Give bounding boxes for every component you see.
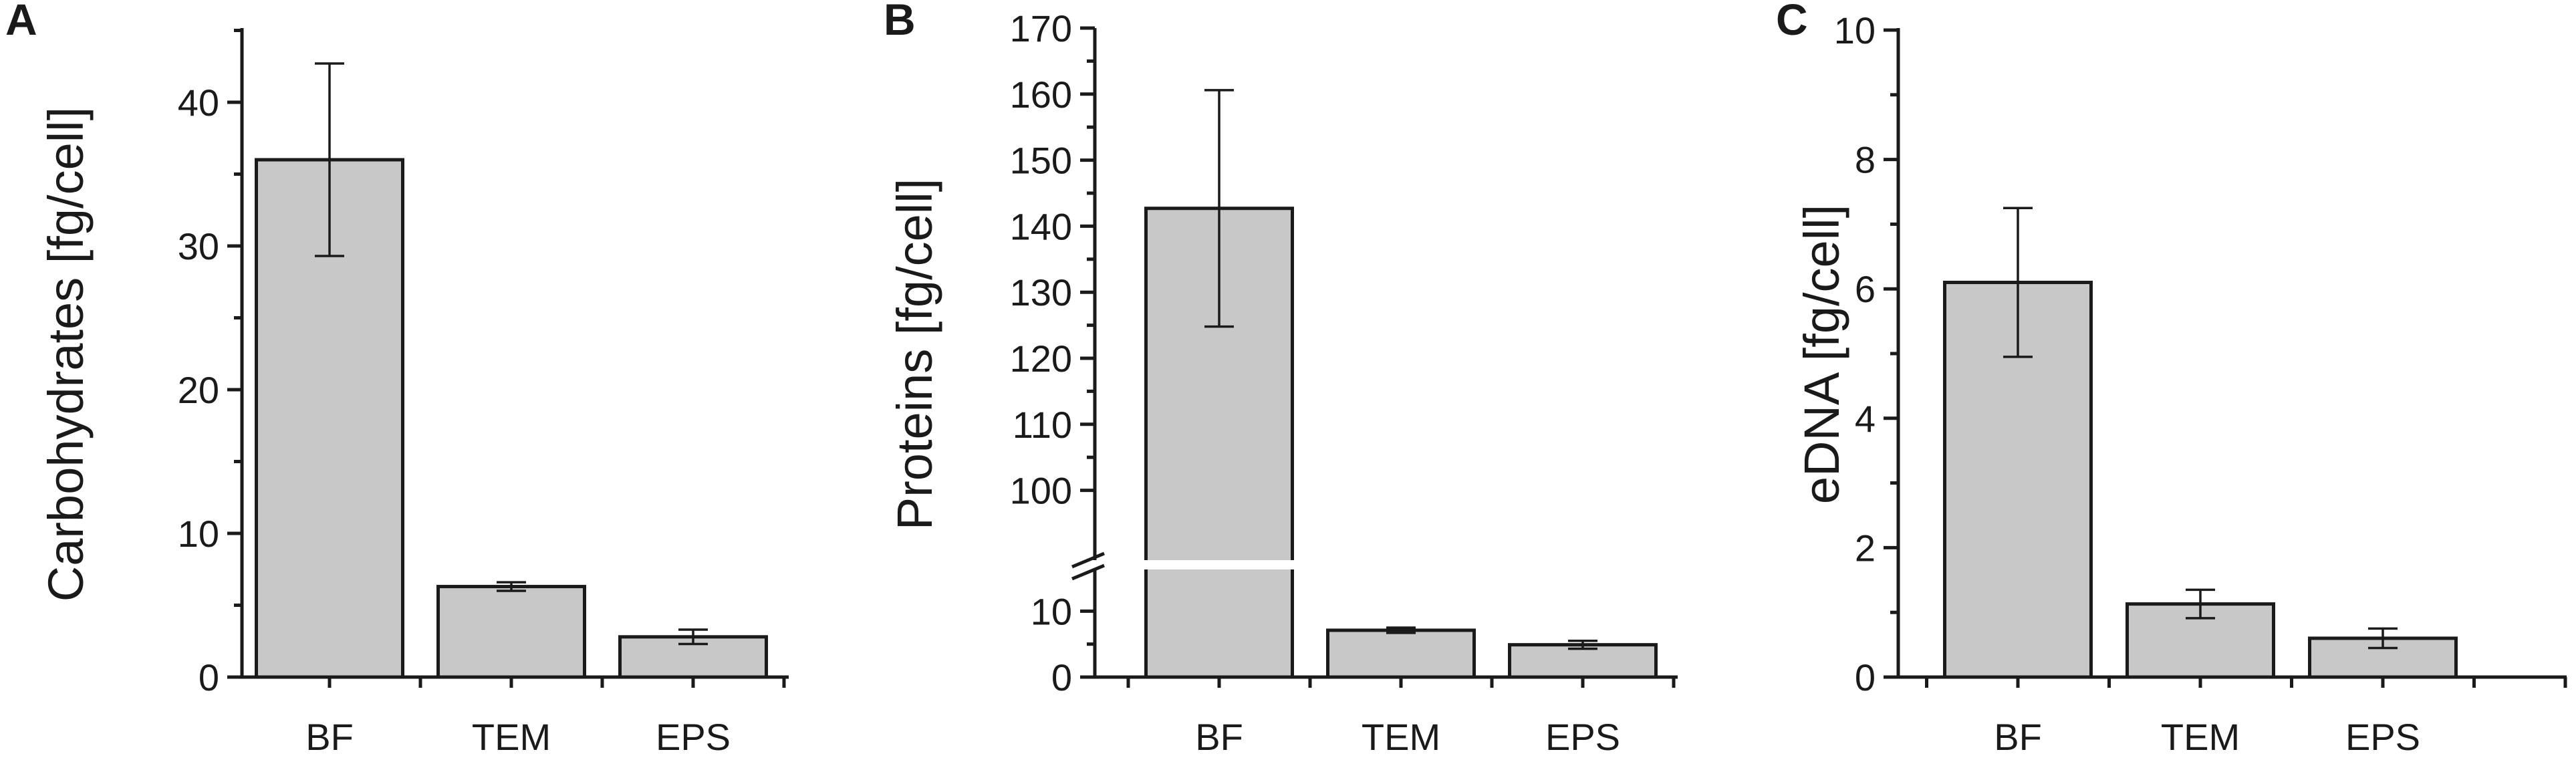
panel-b-bar-eps (1508, 643, 1658, 679)
panel-b-label: B (884, 0, 916, 44)
panel-b-y-tick-label: 150 (1010, 140, 1072, 182)
panel-c-y-tick-label: 10 (1834, 9, 1876, 51)
panel-a-category-label: TEM (472, 716, 551, 758)
panel-c-category-label: EPS (2345, 716, 2420, 758)
panel-c-y-tick-label: 0 (1855, 656, 1876, 698)
panel-c: BF TEM EPS 0 2 4 6 8 10 eDNA [fg/cell] C (1776, 0, 2567, 758)
panel-b-axis-break-mark (1071, 551, 1105, 569)
panel-a: BF TEM EPS 0 10 20 30 40 Carbohydrates [fg/cell]… (5, 0, 789, 758)
panel-a-y-tick-label: 20 (178, 369, 219, 411)
panel-a-label: A (5, 0, 37, 44)
panel-a-category-label: BF (305, 716, 354, 758)
panel-c-category-label: BF (1994, 716, 2042, 758)
panel-b-y-tick-label: 130 (1010, 271, 1072, 313)
panel-c-y-tick-label: 6 (1855, 268, 1876, 310)
panel-b-y-tick-label: 120 (1010, 338, 1072, 380)
panel-c-y-tick-label: 2 (1855, 527, 1876, 569)
panel-b-category-label: BF (1195, 716, 1243, 758)
panel-c-label: C (1776, 0, 1808, 44)
panel-a-y-axis-label: Carbohydrates [fg/cell] (38, 107, 94, 602)
panel-b-y-tick-label: 140 (1010, 205, 1072, 247)
panel-b-y-axis-label: Proteins [fg/cell] (887, 178, 942, 530)
panel-b-y-tick-label: 170 (1010, 7, 1072, 49)
panel-b-category-label: TEM (1362, 716, 1440, 758)
panel-a-y-tick-label: 10 (178, 513, 219, 555)
panel-c-y-tick-label: 8 (1855, 139, 1876, 181)
panel-a-y-tick-label: 30 (178, 225, 219, 267)
panel-a-y-tick-label: 0 (199, 656, 219, 698)
panel-a-category-label: EPS (656, 716, 731, 758)
panel-b-category-label: EPS (1545, 716, 1620, 758)
panel-b-y-tick-label: 110 (1013, 404, 1072, 446)
panel-a-bar-tem (436, 585, 586, 679)
panel-b-y-tick-label: 100 (1010, 470, 1072, 512)
panel-b-axis-break-mark (1071, 563, 1105, 581)
panel-c-category-label: TEM (2161, 716, 2240, 758)
panel-c-y-axis-label: eDNA [fg/cell] (1794, 205, 1849, 504)
panel-b-y-tick-label: 160 (1010, 74, 1072, 116)
panel-b-axis-break-gap (1075, 560, 1299, 569)
panel-b-bar-tem (1326, 628, 1476, 679)
panel-a-y-tick-label: 40 (178, 82, 219, 124)
panel-b: BF TEM EPS 0 10 100 110 120 130 140 150 160 170 Prote… (884, 0, 1678, 758)
panel-c-y-tick-label: 4 (1855, 398, 1876, 440)
panel-b-y-tick-label: 0 (1051, 656, 1072, 698)
panel-b-y-tick-label: 10 (1031, 590, 1072, 632)
